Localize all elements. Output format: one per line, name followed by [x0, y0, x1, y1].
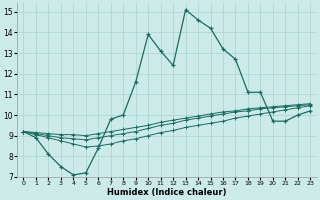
X-axis label: Humidex (Indice chaleur): Humidex (Indice chaleur)	[107, 188, 227, 197]
